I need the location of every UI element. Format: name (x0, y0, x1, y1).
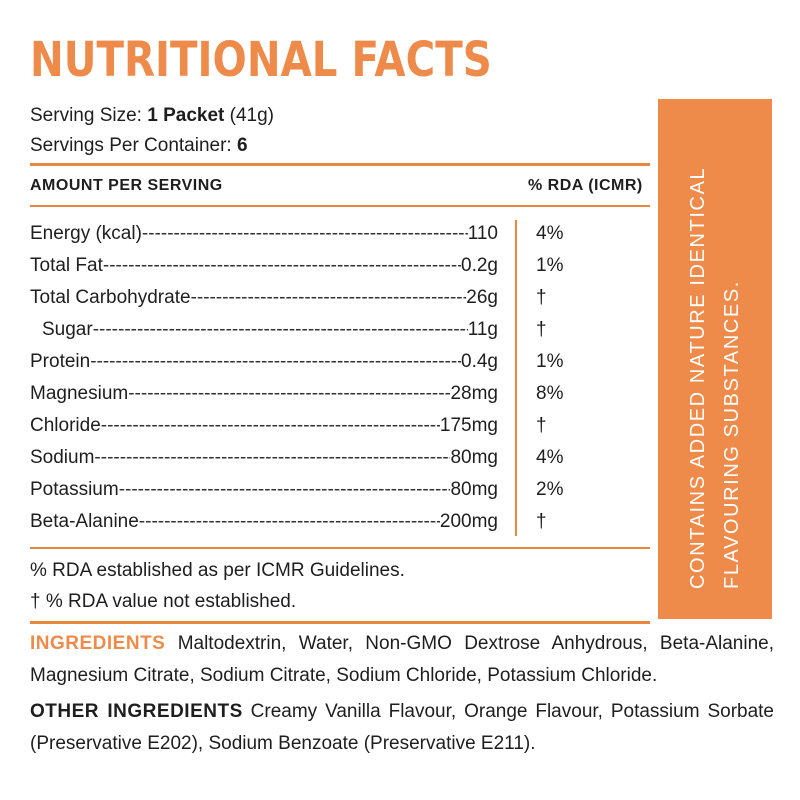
table-row: Magnesium 28mg (30, 382, 498, 406)
nutrient-rda: 8% (536, 383, 564, 404)
nutrient-name: Magnesium (30, 383, 129, 404)
nutrient-amount: 110 (467, 223, 498, 244)
leader-dashes (191, 286, 467, 310)
nutrient-rda: 1% (536, 351, 564, 372)
nutrient-name: Sugar (42, 319, 93, 340)
table-row: Sodium 80mg (30, 446, 498, 470)
leader-dashes (90, 350, 461, 374)
other-ingredients-label: OTHER INGREDIENTS (30, 701, 243, 722)
table-row: Energy (kcal) 110 (30, 222, 498, 246)
nutrient-amount: 0.2g (461, 255, 498, 276)
flavour-notice-panel (658, 99, 772, 619)
nutrient-rda: † (536, 415, 547, 436)
nutrient-name: Total Carbohydrate (30, 287, 191, 308)
rda-note: % RDA established as per ICMR Guidelines… (30, 560, 405, 581)
table-row: Potassium 80mg (30, 478, 498, 502)
nutrient-amount: 80mg (450, 447, 498, 468)
amount-per-serving-header: AMOUNT PER SERVING (30, 177, 223, 194)
nutrient-name: Protein (30, 351, 91, 372)
dagger-note: † % RDA value not established. (30, 591, 297, 612)
flavour-notice-line-2: FLAVOURING SUBSTANCES. (721, 280, 743, 589)
nutrient-name: Energy (kcal) (30, 223, 142, 244)
nutrient-rda: † (536, 511, 547, 532)
nutrient-name: Total Fat (30, 255, 103, 276)
serving-size-label: Serving Size: (30, 105, 142, 126)
nutrient-rda: 4% (536, 447, 564, 468)
table-row: Protein 0.4g (30, 350, 498, 374)
other-ingredients-paragraph: OTHER INGREDIENTS Creamy Vanilla Flavour… (30, 696, 774, 760)
leader-dashes (128, 382, 450, 406)
nutrient-rda: 2% (536, 479, 564, 500)
servings-per-container-label: Servings Per Container: (30, 135, 232, 156)
ingredients-label: INGREDIENTS (30, 633, 166, 654)
serving-size-extra: (41g) (229, 105, 274, 126)
nutrient-name: Sodium (30, 447, 95, 468)
divider-header (30, 205, 650, 207)
leader-dashes (103, 254, 461, 278)
nutrient-name: Potassium (30, 479, 119, 500)
divider-top (30, 163, 650, 166)
ingredients-text: Maltodextrin, Water, Non-GMO Dextrose An… (30, 633, 775, 686)
table-row: Total Fat 0.2g (30, 254, 498, 278)
page-title: NUTRITIONAL FACTS (30, 32, 492, 88)
nutrient-amount: 80mg (450, 479, 498, 500)
table-row: Sugar 11g (30, 318, 498, 342)
leader-dashes (93, 318, 468, 342)
leader-dashes (139, 510, 440, 534)
flavour-notice-line-1: CONTAINS ADDED NATURE IDENTICAL (687, 166, 709, 589)
servings-per-container-value: 6 (237, 135, 248, 156)
nutrient-name: Beta-Alanine (30, 511, 139, 532)
nutrient-rda: † (536, 287, 547, 308)
nutrient-amount: 26g (466, 287, 498, 308)
nutrient-amount: 0.4g (461, 351, 498, 372)
nutrient-amount: 11g (467, 319, 498, 340)
table-row: Total Carbohydrate 26g (30, 286, 498, 310)
leader-dashes (142, 222, 468, 246)
divider-notes (30, 621, 650, 624)
flavour-notice-text: CONTAINS ADDED NATURE IDENTICAL FLAVOURI… (681, 129, 749, 589)
nutrient-amount: 28mg (450, 383, 498, 404)
rda-header: % RDA (ICMR) (528, 177, 643, 194)
divider-table-bottom (30, 547, 650, 549)
nutrient-rda: 4% (536, 223, 564, 244)
nutrient-amount: 175mg (439, 415, 498, 436)
nutrient-amount: 200mg (439, 511, 498, 532)
serving-size-value: 1 Packet (147, 105, 225, 126)
leader-dashes (119, 478, 451, 502)
nutrient-rda: 1% (536, 255, 564, 276)
table-column-divider (515, 220, 517, 536)
ingredients-paragraph: INGREDIENTS Maltodextrin, Water, Non-GMO… (30, 628, 774, 692)
leader-dashes (101, 414, 440, 438)
nutrient-name: Chloride (30, 415, 101, 436)
table-row: Chloride 175mg (30, 414, 498, 438)
leader-dashes (94, 446, 450, 470)
table-row: Beta-Alanine 200mg (30, 510, 498, 534)
nutrient-rda: † (536, 319, 547, 340)
serving-size: Serving Size: 1 Packet (41g) (30, 106, 274, 125)
other-ingredients-text: Creamy Vanilla Flavour, Orange Flavour, … (30, 701, 774, 754)
servings-per-container: Servings Per Container: 6 (30, 136, 248, 155)
